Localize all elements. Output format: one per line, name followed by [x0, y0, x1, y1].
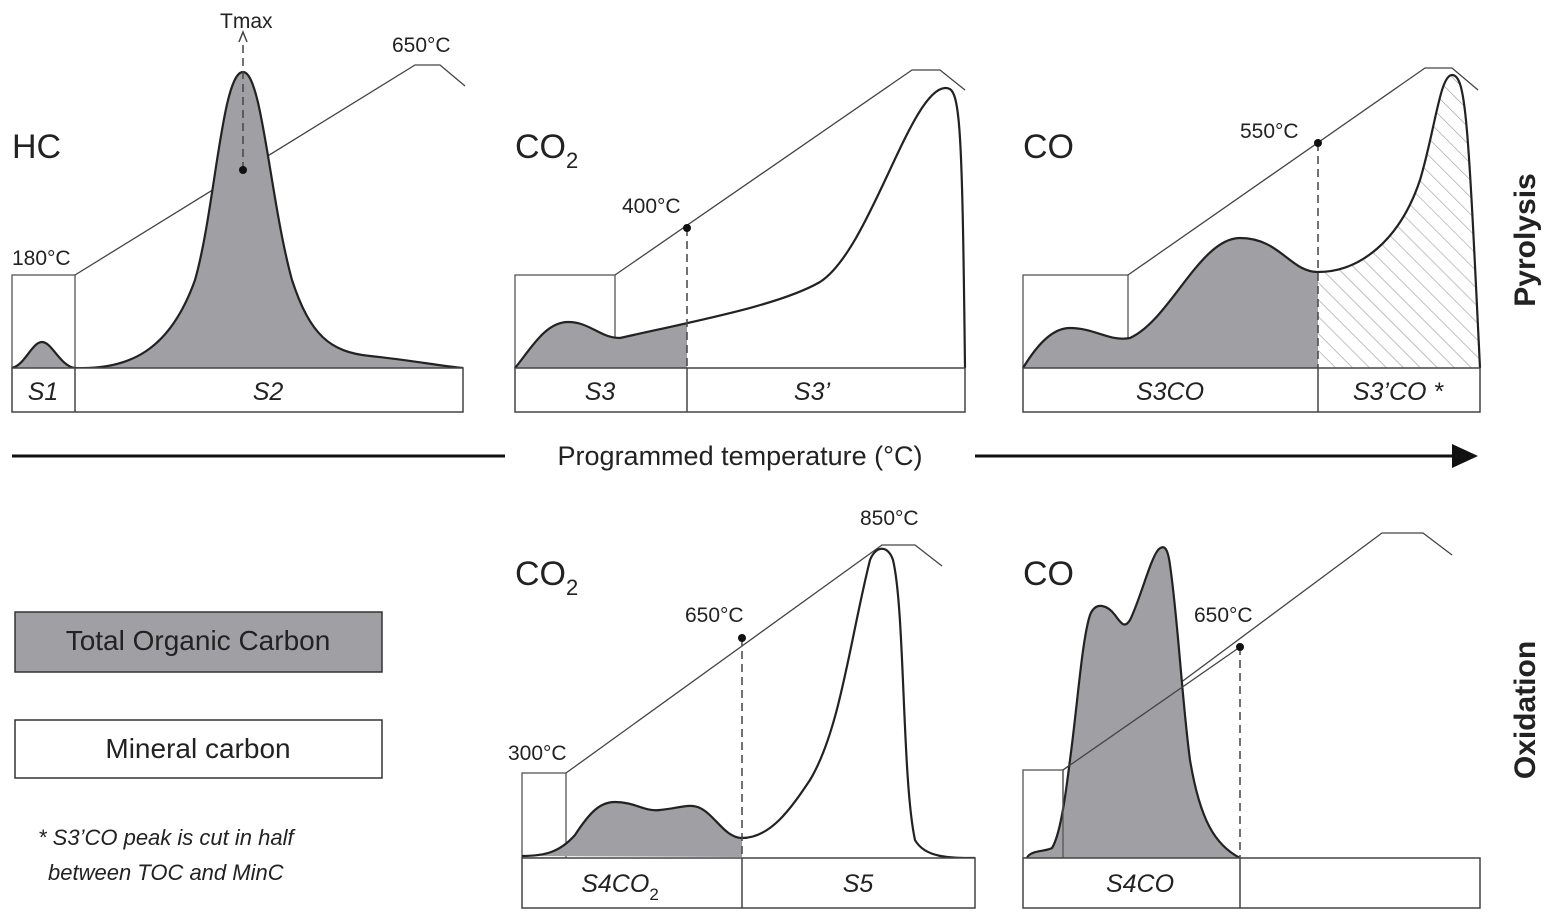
peak-label-s1: S1	[28, 378, 59, 406]
section-label-pyrolysis: Pyrolysis	[1509, 173, 1542, 306]
temp-start-label: 300°C	[508, 742, 567, 765]
temp-end-label: 650°C	[392, 34, 451, 57]
peak-bar	[1022, 857, 1481, 909]
temp-mark-label: 650°C	[685, 604, 744, 627]
temp-dot	[1314, 139, 1322, 147]
panel-co2-oxidation: CO2 650°C 300°C 850°C S4CO2 S5	[508, 507, 976, 909]
isotherm-box	[521, 772, 567, 859]
s1-peak	[12, 342, 75, 368]
temperature-ramp	[565, 544, 943, 774]
peak-label-s3-prime-co: S3’CO *	[1353, 378, 1445, 406]
gas-label: CO	[1023, 128, 1074, 166]
co2-curve	[514, 86, 967, 369]
arrow-right-icon	[1452, 444, 1478, 468]
peak-label-s5: S5	[843, 870, 874, 898]
arrow-up-icon	[238, 29, 248, 43]
section-label-oxidation: Oxidation	[1509, 641, 1542, 779]
legend-swatch-minc	[14, 719, 383, 779]
peak-bar	[521, 857, 976, 909]
peak-label-s4co2: S4CO2	[581, 870, 659, 904]
temp-dot	[738, 634, 746, 642]
peak-bar	[1022, 367, 1481, 413]
peak-label-s3: S3	[585, 378, 616, 406]
tmax-dot	[239, 166, 247, 174]
peak-bar	[514, 367, 966, 413]
temp-mark-label: 550°C	[1240, 120, 1299, 143]
panel-co2-pyrolysis: CO2 400°C S3 S3’	[514, 69, 967, 413]
gas-label: CO2	[515, 128, 578, 173]
legend: Total Organic Carbon Mineral carbon	[14, 611, 383, 779]
panel-co-oxidation: CO 650°C S4CO	[1022, 532, 1481, 909]
peak-label-s3-prime: S3’	[794, 378, 831, 406]
panel-co-pyrolysis: CO 550°C S3CO S3’CO *	[1022, 67, 1482, 413]
peak-label-s4co: S4CO	[1106, 870, 1174, 898]
temp-mark-label: 400°C	[622, 195, 681, 218]
tmax-label: Tmax	[220, 10, 273, 33]
temp-end-label: 850°C	[860, 507, 919, 530]
co2-curve	[521, 547, 976, 860]
temp-mark-label: 650°C	[1194, 604, 1253, 627]
footnote-line-2: between TOC and MinC	[48, 860, 284, 885]
temperature-ramp	[614, 69, 966, 276]
s2-peak	[75, 72, 463, 369]
peak-bar	[11, 367, 464, 413]
peak-label-s2: S2	[253, 378, 284, 406]
gas-label: HC	[12, 128, 61, 166]
axis-label: Programmed temperature (°C)	[558, 441, 923, 471]
temp-dot	[1236, 643, 1244, 651]
s4co-peak	[1027, 547, 1240, 858]
temperature-ramp	[1062, 532, 1453, 771]
co-curve	[1022, 73, 1482, 369]
legend-label-minc: Mineral carbon	[105, 733, 290, 764]
footnote-line-1: * S3’CO peak is cut in half	[38, 825, 296, 850]
temperature-axis: Programmed temperature (°C)	[12, 441, 1478, 471]
gas-label: CO2	[515, 555, 578, 600]
hatched-area	[1318, 75, 1480, 368]
legend-swatch-toc	[14, 611, 383, 673]
temp-dot	[683, 224, 691, 232]
panel-hc-pyrolysis: HC 180°C 650°C Tmax S1 S2	[11, 10, 466, 413]
peak-label-s3co: S3CO	[1136, 378, 1204, 406]
gas-label: CO	[1023, 555, 1074, 593]
temperature-ramp	[1127, 67, 1479, 276]
legend-label-toc: Total Organic Carbon	[66, 625, 331, 656]
temp-start-label: 180°C	[12, 247, 71, 270]
